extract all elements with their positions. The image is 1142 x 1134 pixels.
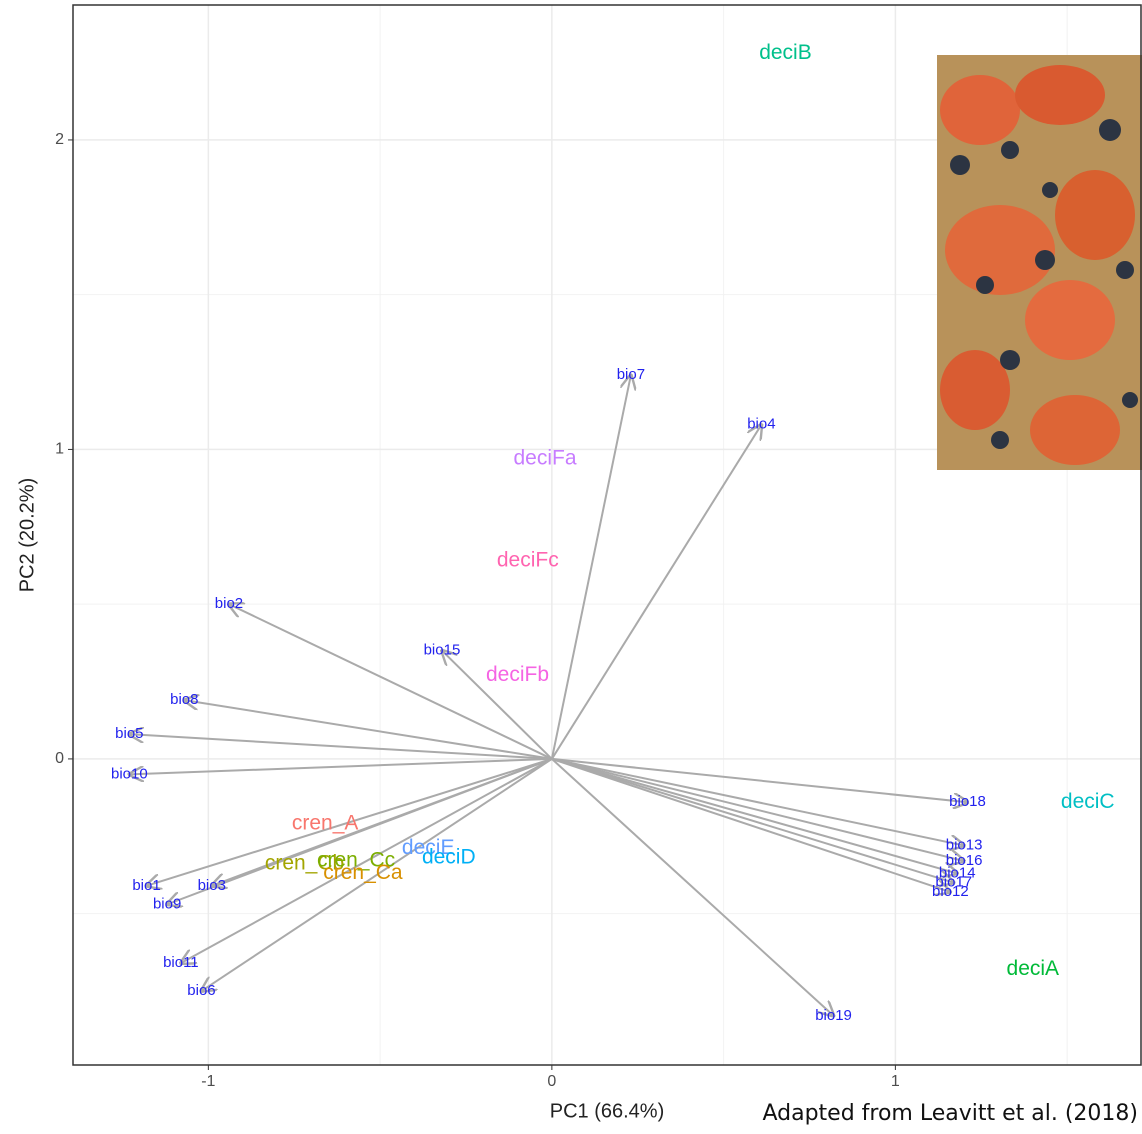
loading-arrow [552, 375, 631, 759]
y-tick-label: 2 [55, 131, 64, 148]
x-axis-title: PC1 (66.4%) [550, 1100, 665, 1122]
group-label: deciC [1061, 790, 1115, 813]
loading-arrow [552, 759, 964, 861]
group-label: cren_Ca [323, 861, 403, 884]
loading-label: bio13 [946, 837, 983, 854]
axes: -1 0 1 0 1 2 [55, 131, 900, 1090]
y-tick-label: 1 [55, 441, 64, 458]
x-tick-label: 0 [547, 1073, 556, 1090]
y-tick-label: 0 [55, 750, 64, 767]
loading-label: bio6 [187, 982, 215, 999]
chart: bio7bio4bio2bio15bio8bio5bio10bio18bio13… [0, 0, 1142, 1134]
loading-label: bio18 [949, 793, 986, 810]
caption: Adapted from Leavitt et al. (2018) [762, 1101, 1138, 1126]
loading-label: bio5 [115, 725, 143, 742]
loading-arrow [552, 759, 834, 1016]
loading-arrow [552, 425, 762, 759]
group-label: deciA [1007, 957, 1060, 980]
group-label: deciFa [513, 446, 576, 469]
group-label: deciFc [497, 548, 559, 571]
group-label: deciB [759, 41, 812, 64]
group-label: cren_A [292, 811, 359, 834]
lichen-photo [937, 55, 1142, 470]
loading-arrow [184, 700, 552, 759]
loading-arrow [552, 759, 957, 874]
loading-label: bio19 [815, 1007, 852, 1024]
loading-label: bio1 [132, 877, 160, 894]
x-tick-label: 1 [891, 1073, 900, 1090]
loading-arrow [552, 759, 964, 846]
loading-label: bio8 [170, 691, 198, 708]
loading-label: bio10 [111, 765, 148, 782]
loading-label: bio2 [215, 595, 243, 612]
group-label: deciD [422, 845, 476, 868]
group-label: deciFb [486, 663, 549, 686]
loading-arrow [552, 759, 954, 883]
loading-label: bio3 [198, 877, 226, 894]
loading-arrow [129, 734, 552, 759]
loading-label: bio11 [163, 954, 199, 971]
loading-label: bio4 [747, 416, 775, 433]
y-axis-title: PC2 (20.2%) [16, 478, 38, 593]
loading-label: bio15 [424, 642, 461, 659]
loading-arrow [129, 759, 552, 774]
loading-label: bio12 [932, 883, 969, 900]
loading-label: bio9 [153, 895, 181, 912]
x-tick-label: -1 [201, 1073, 215, 1090]
loading-label: bio7 [617, 366, 645, 383]
